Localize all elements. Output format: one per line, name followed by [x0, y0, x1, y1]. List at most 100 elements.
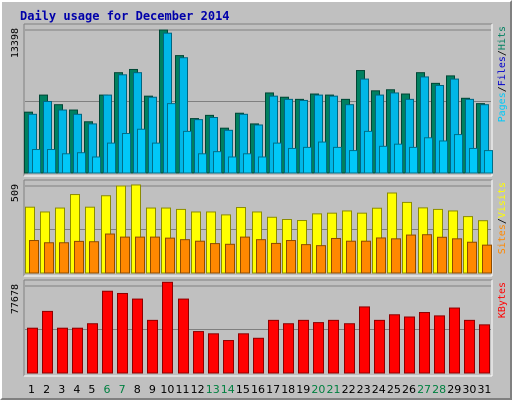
bar-pages-day-4: [77, 152, 86, 174]
bar-sites-day-13: [210, 243, 220, 274]
bar-pages-day-12: [198, 153, 207, 174]
bar-sites-day-27: [422, 234, 432, 274]
bar-sites-day-4: [74, 240, 84, 274]
bar-kbytes-day-29: [449, 307, 460, 374]
x-tick-label: 31: [477, 383, 491, 396]
x-tick-label: 10: [160, 383, 174, 396]
bar-kbytes-day-25: [389, 314, 400, 374]
bar-pages-day-27: [424, 137, 433, 174]
bar-sites-day-19: [301, 244, 311, 274]
legend-entry: Visits: [497, 182, 508, 218]
series-files: [28, 32, 489, 174]
bar-kbytes-day-23: [359, 306, 370, 374]
panel-kbytes: 77678 KBytes: [10, 279, 508, 377]
bar-sites-day-10: [165, 237, 175, 274]
bar-pages-day-18: [288, 147, 297, 174]
bar-pages-day-8: [137, 128, 146, 174]
bar-kbytes-day-24: [374, 319, 385, 374]
x-tick-label: 8: [134, 383, 141, 396]
series-kbytes: [27, 281, 490, 374]
y-axis-max-label: 77678: [10, 284, 21, 314]
bar-pages-day-13: [213, 151, 222, 174]
bar-kbytes-day-10: [162, 281, 173, 374]
bar-pages-day-2: [47, 149, 56, 174]
panel-legend: Sites/Visits: [497, 182, 508, 254]
chart-title: Daily usage for December 2014: [20, 9, 230, 23]
bar-sites-day-23: [361, 240, 371, 274]
bar-pages-day-30: [469, 147, 478, 174]
x-tick-label: 3: [58, 383, 65, 396]
bar-pages-day-15: [243, 153, 252, 174]
x-tick-label: 24: [372, 383, 386, 396]
bar-sites-day-25: [391, 238, 401, 274]
bar-sites-day-31: [482, 244, 492, 274]
bar-kbytes-day-9: [147, 319, 158, 374]
bar-kbytes-day-26: [404, 316, 415, 374]
bar-kbytes-day-13: [208, 333, 219, 374]
bar-kbytes-day-14: [223, 340, 234, 374]
x-tick-label: 19: [296, 383, 310, 396]
x-tick-label: 30: [462, 383, 476, 396]
bar-kbytes-day-19: [298, 319, 309, 374]
bar-kbytes-day-27: [419, 312, 430, 374]
bar-sites-day-28: [437, 236, 447, 274]
bar-sites-day-22: [346, 240, 356, 274]
bar-sites-day-7: [120, 236, 130, 274]
bar-sites-day-12: [195, 240, 205, 274]
bar-kbytes-day-31: [479, 324, 490, 374]
bar-pages-day-7: [122, 133, 131, 174]
bar-pages-day-21: [333, 146, 342, 174]
x-tick-label: 12: [191, 383, 205, 396]
bar-sites-day-20: [316, 245, 326, 274]
bar-kbytes-day-6: [102, 290, 113, 374]
bar-kbytes-day-3: [57, 327, 68, 374]
legend-entry: Sites: [497, 224, 508, 254]
bar-pages-day-26: [409, 146, 418, 174]
panel-visits-sites: 509 Sites/Visits: [10, 179, 508, 277]
bar-kbytes-day-11: [178, 298, 189, 374]
bar-pages-day-31: [484, 150, 493, 174]
bar-pages-day-6: [107, 142, 116, 174]
x-tick-label: 22: [342, 383, 356, 396]
bar-kbytes-day-20: [313, 322, 324, 374]
x-tick-label: 5: [88, 383, 95, 396]
legend-entry: Pages: [497, 92, 508, 122]
bar-kbytes-day-2: [42, 310, 53, 374]
bar-sites-day-21: [331, 237, 341, 274]
bar-pages-day-3: [62, 153, 71, 174]
legend-entry: KBytes: [497, 282, 508, 318]
bar-sites-day-9: [150, 236, 160, 274]
x-axis-day-labels: 1 2 3 4 5 6 7 8 9 10 11 12 13 14 15 16 17 18 19 20 21 22 23 24 2…: [28, 383, 491, 396]
bar-pages-day-22: [349, 150, 358, 174]
bar-pages-day-25: [394, 143, 403, 174]
bar-kbytes-day-22: [344, 323, 355, 374]
bar-sites-day-1: [29, 240, 39, 274]
bar-kbytes-day-17: [268, 319, 279, 374]
x-tick-label: 29: [447, 383, 461, 396]
panel-legend: KBytes: [497, 282, 508, 318]
x-tick-label: 14: [221, 383, 235, 396]
series-pages: [32, 103, 493, 174]
bar-pages-day-20: [318, 141, 327, 174]
x-tick-label: 13: [206, 383, 220, 396]
x-tick-label: 11: [176, 383, 190, 396]
bar-kbytes-day-15: [238, 333, 249, 374]
bar-sites-day-5: [89, 241, 99, 274]
bar-sites-day-18: [286, 240, 296, 274]
legend-entry: /: [497, 218, 508, 224]
bar-sites-day-2: [44, 242, 54, 274]
x-tick-label: 20: [311, 383, 325, 396]
bar-pages-day-1: [32, 149, 41, 174]
bar-pages-day-9: [152, 142, 161, 174]
legend-entry: /: [497, 50, 508, 56]
legend-entry: Files: [497, 56, 508, 86]
bar-sites-day-17: [271, 242, 281, 274]
x-tick-label: 16: [251, 383, 265, 396]
legend-entry: /: [497, 86, 508, 92]
bar-sites-day-14: [225, 243, 235, 274]
bar-kbytes-day-12: [193, 331, 204, 374]
series-sites: [29, 233, 492, 274]
bar-pages-day-11: [183, 130, 192, 174]
x-tick-label: 15: [236, 383, 250, 396]
